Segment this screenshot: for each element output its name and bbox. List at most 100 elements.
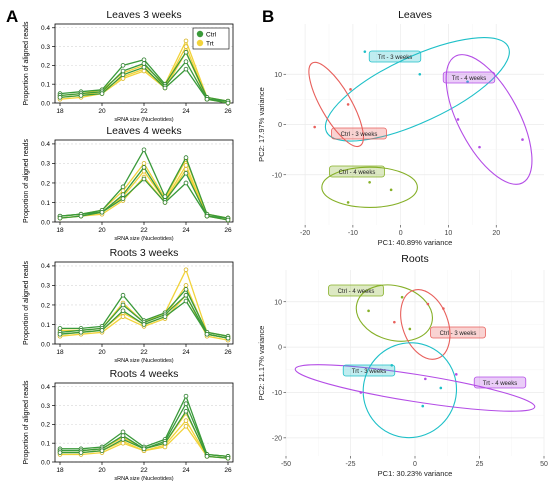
x-tick-label: -50 xyxy=(281,461,291,468)
x-tick-label: 10 xyxy=(445,230,453,237)
data-point-ctrl xyxy=(225,217,231,223)
data-point-trt xyxy=(183,267,189,273)
data-point xyxy=(454,373,458,376)
data-point-ctrl xyxy=(120,192,126,197)
data-point-ctrl xyxy=(57,215,63,221)
data-point xyxy=(466,80,469,84)
plot-frame xyxy=(54,23,234,104)
chart-title: Leaves 3 weeks xyxy=(106,9,181,21)
y-tick-label: 0.2 xyxy=(41,422,50,429)
group-label-text: Trt - 3 weeks xyxy=(352,369,386,375)
data-point-ctrl xyxy=(99,448,105,454)
data-point-ctrl xyxy=(120,308,126,314)
data-point-ctrl xyxy=(99,328,105,333)
plot-frame xyxy=(54,139,234,223)
data-point-ctrl xyxy=(120,429,126,435)
data-point-ctrl xyxy=(204,96,210,102)
confidence-ellipse xyxy=(294,364,536,412)
data-point-ctrl xyxy=(204,213,210,219)
y-tick-label: 0.2 xyxy=(41,63,50,70)
data-point-trt xyxy=(141,161,147,166)
y-tick-label: 0.0 xyxy=(41,100,50,107)
data-point xyxy=(367,309,370,313)
y-tick-label: 0.0 xyxy=(41,459,50,466)
x-tick-label: 20 xyxy=(98,467,106,474)
x-tick-label: 20 xyxy=(98,108,106,115)
data-point-ctrl xyxy=(57,450,63,455)
data-point-ctrl xyxy=(183,155,189,160)
x-tick-label: 18 xyxy=(56,467,64,474)
y-tick-label: -20 xyxy=(272,435,282,442)
x-tick-label: -20 xyxy=(300,230,310,237)
data-point xyxy=(408,327,412,331)
data-point-ctrl xyxy=(162,85,168,91)
y-tick-label: 0.4 xyxy=(41,141,50,148)
data-point-ctrl xyxy=(120,68,126,74)
group-label-box xyxy=(342,364,396,377)
confidence-ellipse xyxy=(324,37,510,142)
data-point-ctrl xyxy=(183,408,189,414)
legend-swatch-ctrl xyxy=(196,30,204,38)
x-tick-label: 26 xyxy=(224,349,232,356)
y-axis-label: Proportion of aligned reads xyxy=(23,260,30,345)
panel-letter-b: B xyxy=(262,7,274,26)
data-point xyxy=(456,118,460,121)
group-label-box xyxy=(329,165,385,178)
data-point xyxy=(442,307,445,310)
data-point-trt xyxy=(183,423,189,429)
x-tick-label: 20 xyxy=(492,230,500,237)
y-tick-label: 0.2 xyxy=(41,302,50,309)
series-line-trt xyxy=(59,294,229,341)
data-point xyxy=(313,125,316,129)
confidence-ellipse xyxy=(321,166,418,208)
y-tick-label: 10 xyxy=(274,299,282,306)
data-point xyxy=(418,72,422,76)
x-tick-label: 25 xyxy=(476,461,484,468)
confidence-ellipse xyxy=(308,61,364,148)
y-tick-label: 0.1 xyxy=(41,440,50,447)
data-point-ctrl xyxy=(183,393,189,399)
y-axis-label: PC2: 17.97% variance xyxy=(257,87,266,162)
data-point-trt xyxy=(183,418,189,423)
data-point-ctrl xyxy=(120,437,126,442)
group-label-box xyxy=(430,326,486,339)
group-label: Ctrl - 4 weeks xyxy=(328,284,384,297)
data-point-ctrl xyxy=(183,287,189,292)
data-point-ctrl xyxy=(183,292,189,298)
data-point-ctrl xyxy=(225,335,231,341)
x-axis-label: sRNA size (Nucleotides) xyxy=(114,236,173,242)
data-point-trt xyxy=(183,38,189,44)
group-label: Ctrl - 3 weeks xyxy=(331,127,387,140)
data-point xyxy=(363,50,367,53)
confidence-ellipse xyxy=(355,284,433,342)
group-label-box xyxy=(328,284,384,297)
y-tick-label: 0.3 xyxy=(41,283,50,290)
data-point-ctrl xyxy=(141,147,147,153)
x-tick-label: 26 xyxy=(224,467,232,474)
confidence-ellipse xyxy=(400,289,451,360)
y-tick-label: 0.0 xyxy=(41,219,50,226)
group-label: Trt - 4 weeks xyxy=(442,71,496,84)
data-point-trt xyxy=(120,314,126,319)
data-point-trt xyxy=(183,283,189,288)
x-tick-label: 20 xyxy=(98,349,106,356)
data-point-ctrl xyxy=(183,170,189,176)
y-tick-label: -10 xyxy=(272,172,282,179)
data-point xyxy=(393,320,396,324)
x-tick-label: 24 xyxy=(182,349,190,356)
group-label: Trt - 3 weeks xyxy=(342,364,396,377)
data-point-trt xyxy=(183,44,189,49)
y-axis-label: Proportion of aligned reads xyxy=(23,138,30,223)
group-label-text: Ctrl - 3 weeks xyxy=(341,132,378,138)
x-axis-label: PC1: 40.89% variance xyxy=(378,238,453,247)
group-label-box xyxy=(331,127,387,140)
panel-letter-a: A xyxy=(6,7,18,26)
data-point-ctrl xyxy=(183,401,189,406)
pca-chart-2: Roots -50 -25 0 25 50 -20 -10 0 10 PC1: 30.23% var… xyxy=(257,253,548,478)
data-point xyxy=(389,188,393,192)
data-point-ctrl xyxy=(141,61,147,66)
y-axis-label: Proportion of aligned reads xyxy=(23,380,30,465)
x-tick-label: 50 xyxy=(540,461,548,468)
x-tick-label: 22 xyxy=(140,467,148,474)
